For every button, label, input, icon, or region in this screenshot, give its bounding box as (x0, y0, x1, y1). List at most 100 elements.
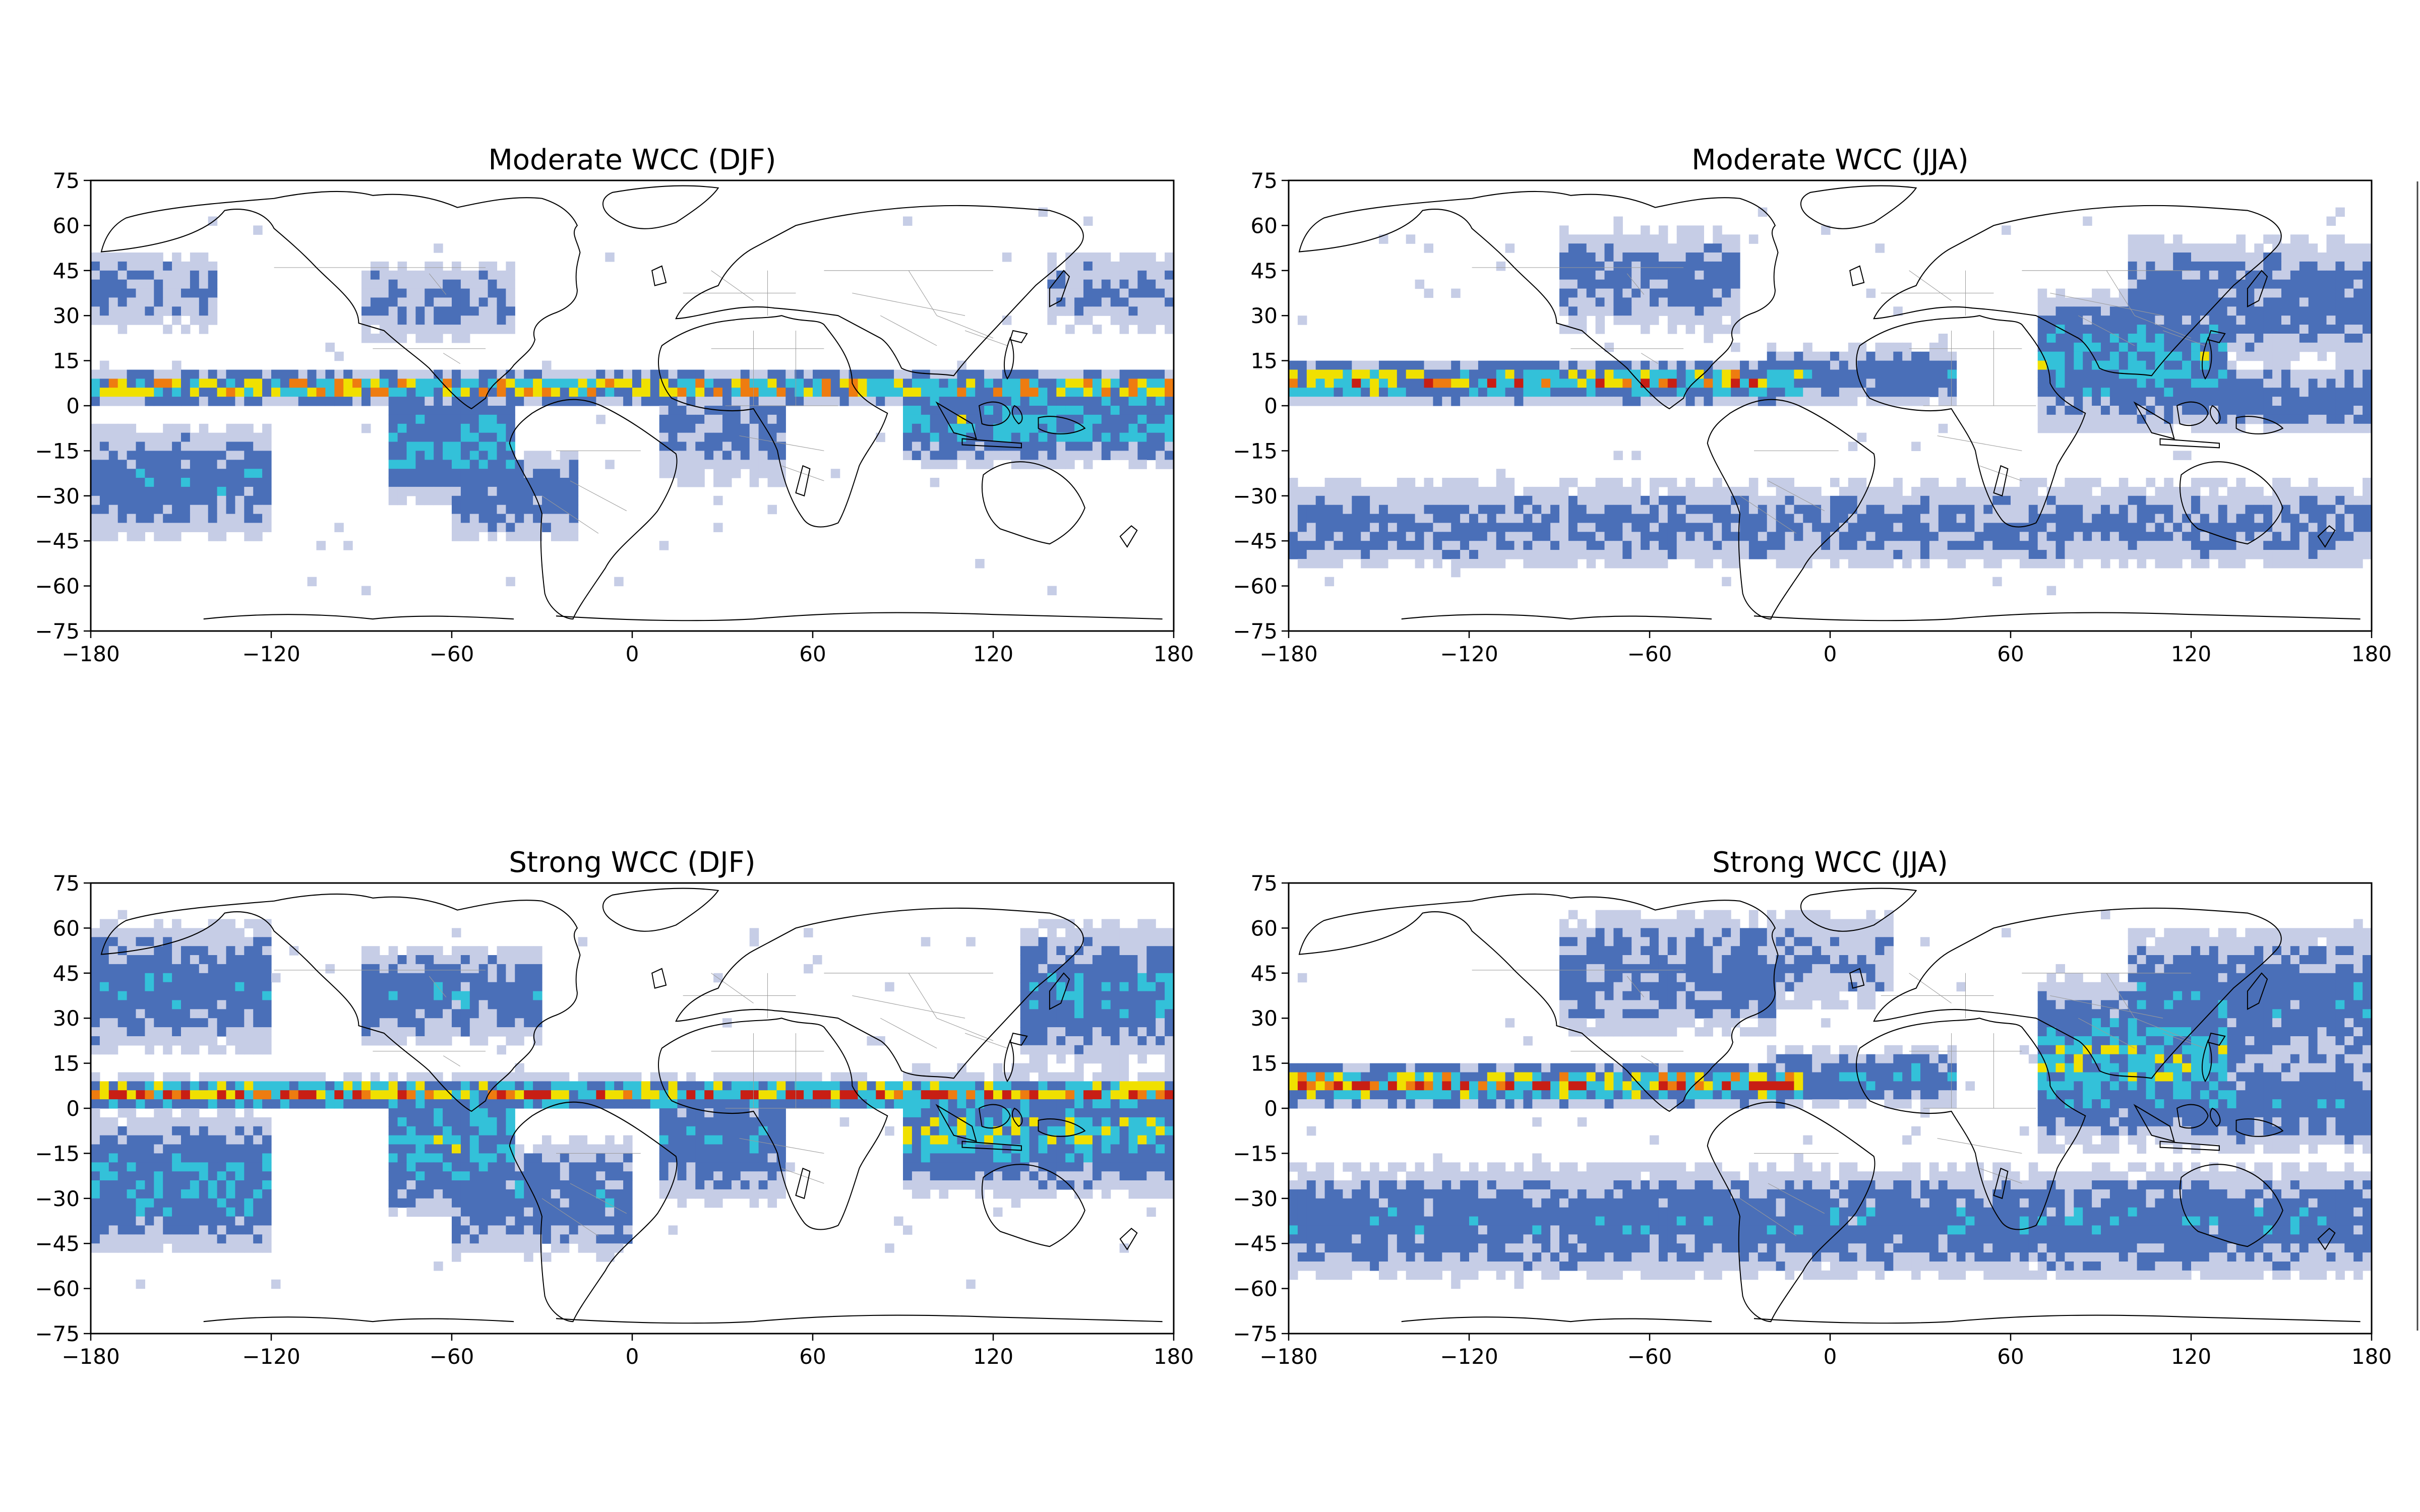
heat-cell (1451, 486, 1461, 496)
heat-cell (117, 369, 128, 379)
heat-cell (1604, 523, 1614, 532)
heat-cell (2263, 351, 2273, 361)
heat-cell (108, 495, 118, 506)
heat-cell (415, 297, 425, 307)
heat-cell (2263, 234, 2273, 244)
y-tick-label: −30 (1233, 484, 1278, 509)
heat-cell (1559, 270, 1569, 280)
heat-cell (506, 1027, 515, 1037)
heat-cell (1110, 369, 1120, 379)
heat-cell (506, 397, 515, 406)
heat-cell (452, 532, 461, 541)
heat-cell (1029, 460, 1039, 469)
heat-cell (1092, 406, 1102, 415)
heat-cell (406, 964, 416, 974)
heat-cell (190, 991, 200, 1001)
heat-cell (361, 334, 371, 343)
heat-cell (2326, 397, 2336, 406)
heat-cell (2137, 261, 2147, 271)
heat-cell (1406, 514, 1416, 524)
heat-cell (1812, 388, 1822, 397)
heat-cell (1514, 532, 1524, 541)
heat-cell (2146, 342, 2155, 352)
heat-cell (488, 964, 498, 974)
heat-cell (1722, 360, 1731, 370)
heat-cell (497, 442, 506, 451)
heat-cell (1101, 270, 1111, 280)
heat-cell (2119, 388, 2129, 397)
heat-cell (1514, 369, 1524, 379)
heat-cell (2290, 270, 2300, 280)
heat-cell (867, 397, 876, 406)
heat-cell (1156, 279, 1165, 289)
heat-cell (614, 369, 624, 379)
heat-cell (2002, 505, 2011, 515)
heat-cell (1029, 423, 1039, 433)
heat-cell (1532, 550, 1542, 559)
heat-cell (713, 432, 723, 443)
heat-cell (2299, 306, 2309, 316)
heat-cell (1165, 1027, 1174, 1037)
heat-cell (1559, 514, 1569, 524)
heat-cell (1038, 946, 1048, 956)
heat-cell (1451, 495, 1461, 506)
heat-cell (1758, 360, 1768, 370)
heat-cell (1128, 279, 1138, 289)
heat-cell (1577, 253, 1587, 262)
heat-cell (1839, 369, 1849, 379)
heat-cell (199, 523, 209, 532)
heat-cell (190, 1000, 200, 1010)
heat-cell (1866, 486, 1876, 496)
heat-cell (1146, 1009, 1156, 1019)
heat-cell (2128, 523, 2138, 532)
heat-cell (1370, 523, 1379, 532)
heat-cell (524, 982, 533, 992)
heat-cell (2191, 414, 2201, 424)
heat-cell (1137, 388, 1147, 397)
heat-cell (1165, 460, 1174, 469)
heat-cell (1424, 495, 1433, 506)
heat-cell (623, 397, 633, 406)
heat-cell (1776, 486, 1786, 496)
heat-cell (2227, 306, 2237, 316)
heat-cell (1577, 360, 1587, 370)
heat-cell (2182, 486, 2192, 496)
heat-cell (1487, 360, 1497, 370)
heat-cell (722, 379, 732, 388)
heat-cell (163, 297, 172, 307)
heat-cell (1165, 316, 1174, 325)
heat-cell (452, 325, 461, 334)
heat-cell (2227, 342, 2237, 352)
heat-cell (469, 486, 479, 496)
heat-cell (524, 955, 533, 965)
heat-cell (1857, 351, 1867, 361)
heat-cell (1370, 541, 1379, 550)
heat-cell (1165, 397, 1174, 406)
heat-cell (2019, 505, 2029, 515)
heat-cell (253, 469, 263, 478)
heat-cell (1137, 406, 1147, 415)
heat-cell (91, 1009, 100, 1019)
heat-cell (1758, 388, 1768, 397)
heat-cell (1496, 505, 1506, 515)
heat-cell (460, 270, 470, 280)
heat-cell (2254, 523, 2264, 532)
heat-cell (1324, 397, 1335, 406)
heat-cell (1334, 388, 1343, 397)
heat-cell (2326, 243, 2336, 253)
heat-cell (181, 1036, 191, 1046)
heat-cell (1622, 270, 1632, 280)
heat-cell (244, 937, 254, 947)
heat-cell (488, 1000, 498, 1010)
heat-cell (208, 388, 218, 397)
heat-cell (839, 379, 850, 388)
heat-cell (993, 414, 1003, 424)
heat-cell (1676, 495, 1686, 506)
heat-cell (1146, 379, 1156, 388)
heat-cell (235, 432, 245, 443)
heat-cell (1074, 270, 1084, 280)
heat-cell (2326, 559, 2336, 569)
heat-cell (1803, 559, 1812, 569)
heat-cell (776, 432, 786, 443)
heat-cell (334, 523, 344, 532)
